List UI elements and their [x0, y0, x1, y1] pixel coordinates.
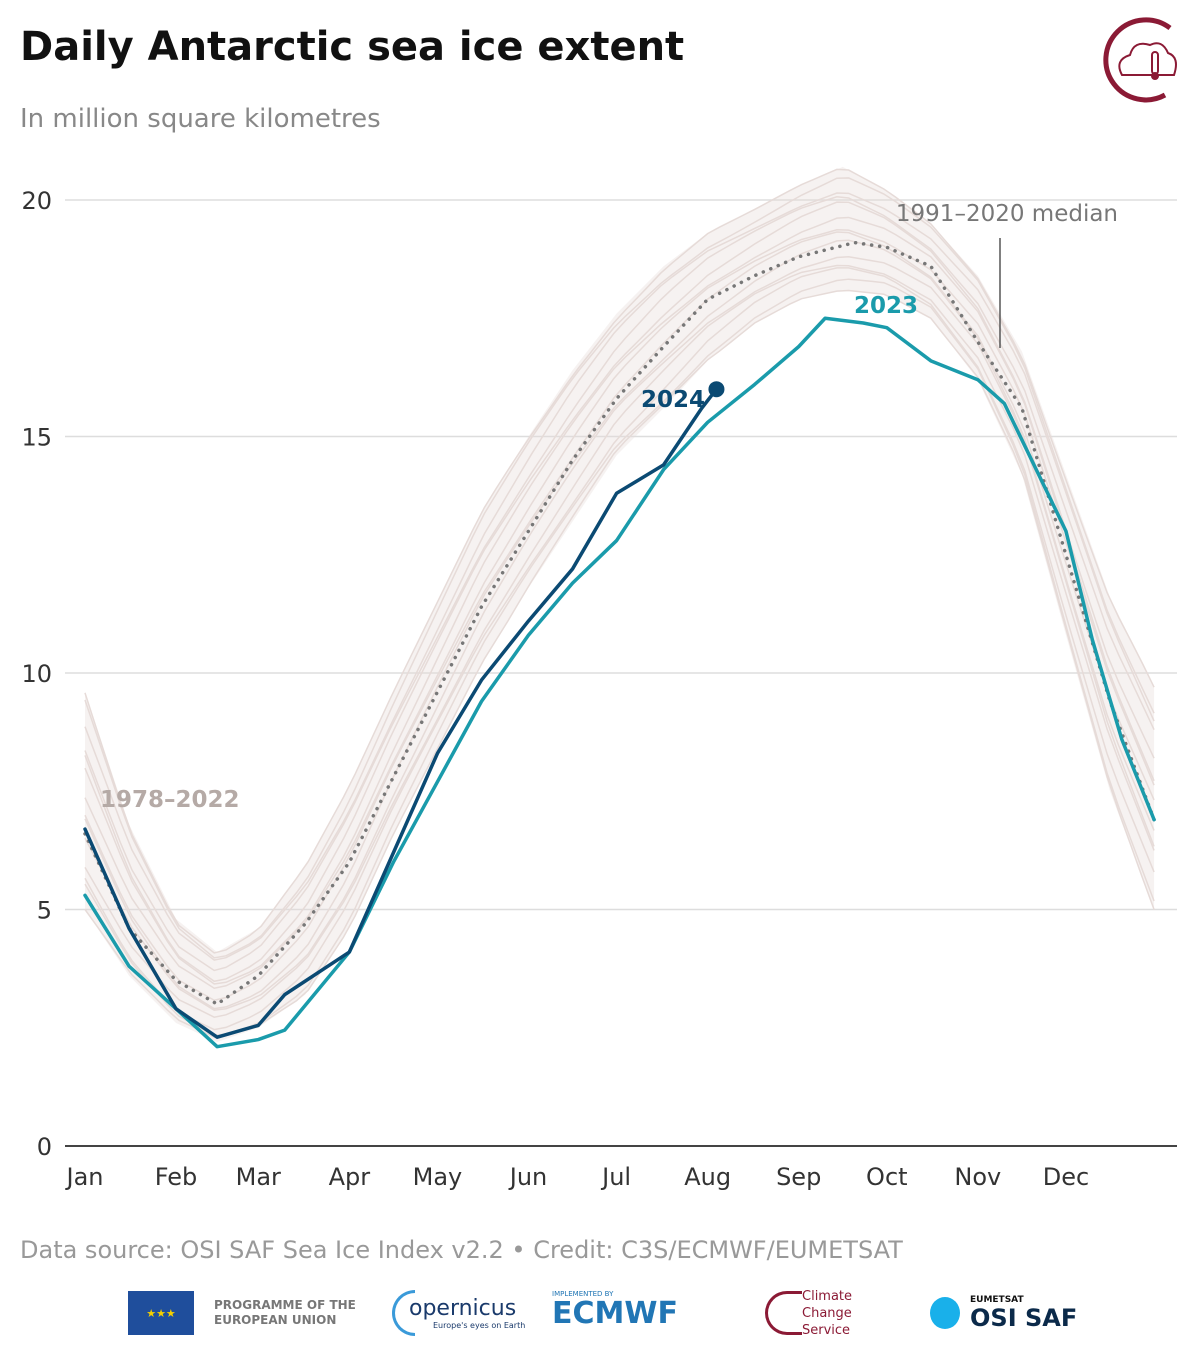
median-label: 1991–2020 median — [896, 201, 1118, 227]
chart-title: Daily Antarctic sea ice extent — [20, 24, 685, 70]
x-tick-label: Dec — [1043, 1163, 1089, 1191]
historical-band — [85, 166, 1155, 1042]
eu-logo: ★★★ PROGRAMME OF THE EUROPEAN UNION — [128, 1290, 374, 1336]
x-tick-label: Sep — [776, 1163, 821, 1191]
ecmwf-text: ECMWF — [552, 1296, 678, 1331]
eu-programme-text: PROGRAMME OF THE EUROPEAN UNION — [214, 1298, 356, 1327]
c3s-footer-logo: Climate Change Service — [765, 1288, 897, 1338]
copernicus-logo: opernicus Europe's eyes on Earth — [392, 1290, 525, 1336]
median-line — [83, 240, 1156, 1006]
x-tick-label: Feb — [155, 1163, 198, 1191]
historical-year-line — [84, 229, 1155, 990]
ecmwf-logo: IMPLEMENTED BY ECMWF — [552, 1290, 678, 1336]
historical-year-line — [84, 192, 1155, 961]
historical-label: 1978–2022 — [100, 787, 240, 813]
x-tick-label: Oct — [866, 1163, 908, 1191]
chart-plot: 0 5 10 15 20 Jan Feb Mar Apr May Jun Jul Aug Sep Oct No… — [21, 17, 1177, 1191]
historical-year-line — [84, 267, 1155, 1031]
copernicus-tagline: Europe's eyes on Earth — [433, 1321, 526, 1330]
series-2024-line — [83, 387, 719, 1039]
x-tick-label: Aug — [684, 1163, 731, 1191]
x-tick-label: Nov — [954, 1163, 1001, 1191]
series-2024-endpoint — [708, 381, 725, 398]
historical-year-line — [84, 168, 1155, 954]
y-tick-label: 10 — [21, 660, 52, 688]
x-tick-label: Mar — [236, 1163, 281, 1191]
historical-year-line — [84, 177, 1155, 959]
c3s-logo-icon — [1103, 17, 1177, 103]
historical-year-line — [84, 216, 1155, 985]
historical-year-line — [84, 255, 1155, 1012]
y-tick-label: 0 — [37, 1133, 52, 1161]
c3s-text: Climate Change Service — [802, 1288, 853, 1338]
x-tick-label: Apr — [329, 1163, 371, 1191]
copernicus-text: opernicus — [409, 1296, 517, 1321]
chart-subtitle: In million square kilometres — [20, 104, 381, 134]
series-2023-label: 2023 — [854, 293, 918, 319]
partner-logos: ★★★ PROGRAMME OF THE EUROPEAN UNION oper… — [0, 1288, 1200, 1340]
x-tick-label: Jan — [65, 1163, 104, 1191]
series-2023-line — [83, 316, 1156, 1049]
historical-year-line — [84, 196, 1155, 972]
eumetsat-text: EUMETSAT — [970, 1295, 1024, 1305]
y-tick-label: 15 — [21, 424, 52, 452]
x-tick-label: May — [413, 1163, 463, 1191]
data-source-credit: Data source: OSI SAF Sea Ice Index v2.2 … — [20, 1236, 903, 1264]
y-tick-label: 20 — [21, 187, 52, 215]
historical-year-line — [84, 264, 1155, 1018]
ecmwf-tagline: IMPLEMENTED BY — [552, 1290, 614, 1298]
historical-year-line — [84, 201, 1155, 983]
osisaf-text: OSI SAF — [970, 1304, 1078, 1332]
eu-flag-icon: ★★★ — [128, 1291, 194, 1335]
series-2024-label: 2024 — [641, 387, 705, 413]
y-tick-label: 5 — [37, 897, 52, 925]
x-tick-label: Jun — [508, 1163, 548, 1191]
x-tick-label: Jul — [600, 1163, 631, 1191]
historical-year-line — [84, 231, 1155, 1002]
osisaf-logo: EUMETSAT OSI SAF — [930, 1290, 1077, 1336]
